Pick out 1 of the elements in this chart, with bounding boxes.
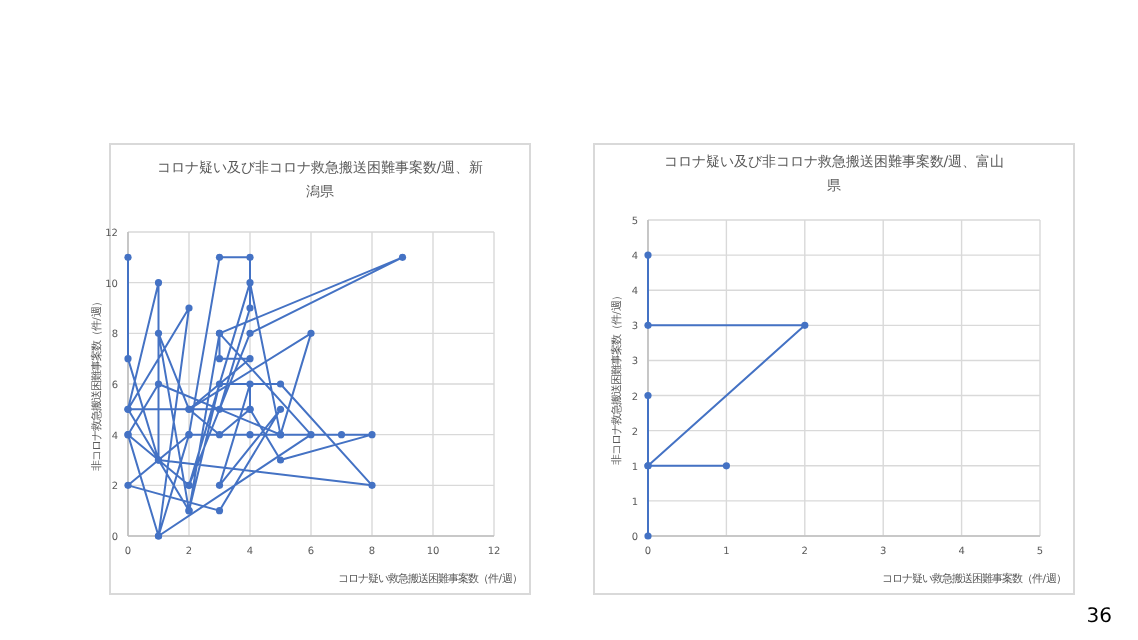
text: 36 — [1086, 606, 1112, 628]
